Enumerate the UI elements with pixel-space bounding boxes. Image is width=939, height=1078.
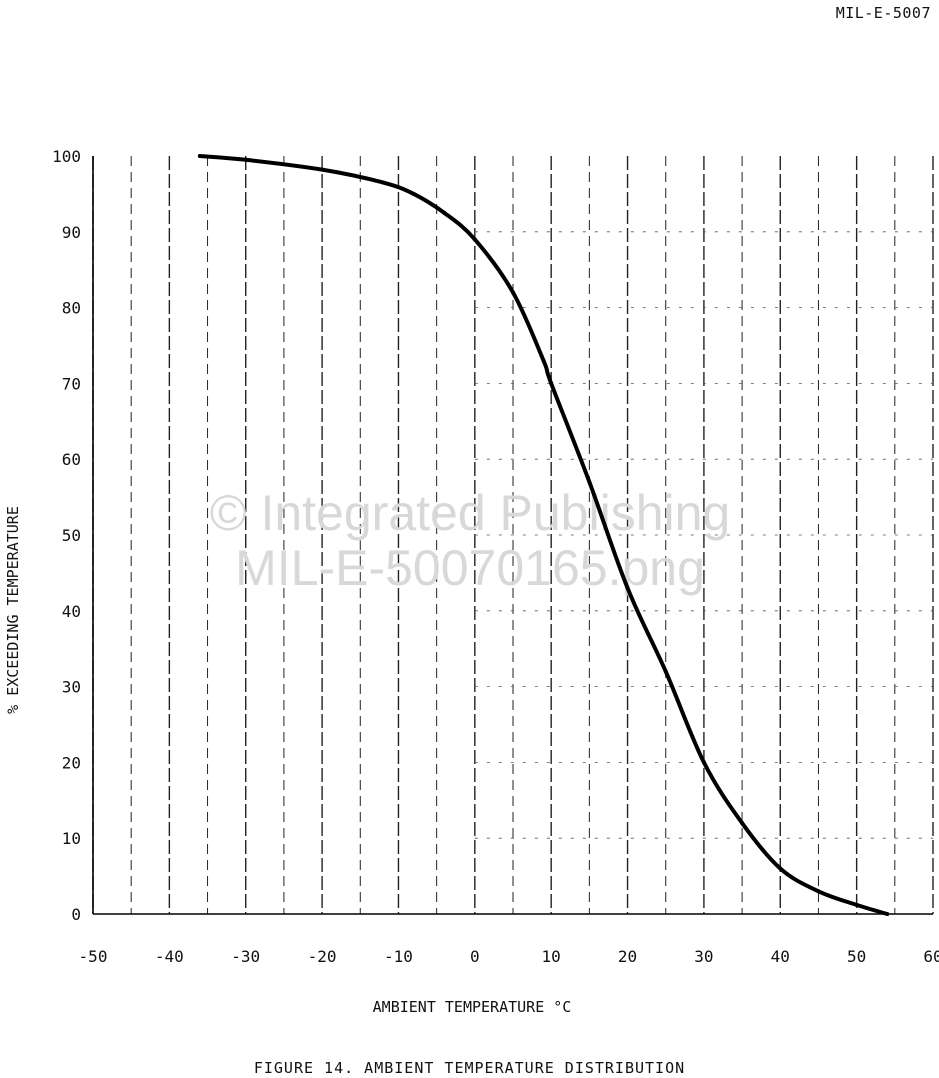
curve-point xyxy=(885,912,890,916)
axes xyxy=(92,156,933,915)
x-tick-label: 50 xyxy=(847,947,866,966)
x-tick-label: 30 xyxy=(694,947,713,966)
grid-lines xyxy=(92,156,934,914)
curve-point xyxy=(740,821,745,826)
y-tick-label: 80 xyxy=(62,299,81,318)
curve-point xyxy=(854,902,859,907)
x-tick-label: -20 xyxy=(308,947,337,966)
curve-point xyxy=(549,381,554,386)
figure-caption: FIGURE 14. AMBIENT TEMPERATURE DISTRIBUT… xyxy=(253,1059,686,1077)
temperature-distribution-chart: © Integrated Publishing MIL-E-50070165.p… xyxy=(4,147,939,1016)
curve-point xyxy=(381,180,386,185)
curve-point xyxy=(243,157,248,162)
document-id: MIL-E-5007 xyxy=(835,4,931,22)
curve-point xyxy=(320,167,325,172)
watermark-line-2: MIL-E-50070165.png xyxy=(235,540,705,596)
x-tick-label: -30 xyxy=(231,947,260,966)
y-axis-title: % EXCEEDING TEMPERATURE xyxy=(4,506,22,714)
curve-point xyxy=(541,358,546,363)
x-axis-title: AMBIENT TEMPERATURE °C xyxy=(373,998,572,1016)
curve-point xyxy=(663,669,668,674)
curve-point xyxy=(197,154,202,158)
y-tick-label: 0 xyxy=(71,905,81,924)
y-tick-label: 50 xyxy=(62,526,81,545)
x-tick-label: 20 xyxy=(618,947,637,966)
y-tick-label: 30 xyxy=(62,678,81,697)
y-tick-label: 60 xyxy=(62,450,81,469)
watermark: © Integrated Publishing MIL-E-50070165.p… xyxy=(210,485,731,596)
x-tick-label: -50 xyxy=(79,947,108,966)
y-tick-label: 20 xyxy=(62,753,81,772)
x-tick-label: 60 xyxy=(923,947,939,966)
curve-point xyxy=(411,191,416,196)
x-tick-label: 0 xyxy=(470,947,480,966)
curve-point xyxy=(778,866,783,871)
curve-point xyxy=(511,290,515,295)
curve-point xyxy=(442,210,447,215)
watermark-line-1: © Integrated Publishing xyxy=(210,485,731,541)
curve-point xyxy=(625,586,630,591)
y-tick-label: 10 xyxy=(62,829,81,848)
curve-point xyxy=(587,479,592,484)
x-tick-label: 40 xyxy=(771,947,790,966)
y-tick-label: 70 xyxy=(62,374,81,393)
curve-point xyxy=(701,760,706,765)
y-tick-label: 90 xyxy=(62,223,81,242)
curve-point xyxy=(816,889,821,894)
y-tick-label: 40 xyxy=(62,602,81,621)
x-tick-label: -10 xyxy=(384,947,413,966)
x-tick-label: -40 xyxy=(155,947,184,966)
x-tick-label: 10 xyxy=(542,947,561,966)
y-tick-label: 100 xyxy=(52,147,81,166)
curve-points xyxy=(197,154,890,916)
tick-labels: -50 -40 -30 -20 -10 0 10 20 30 40 50 60 0 10 20 30 40 50 6… xyxy=(52,147,939,966)
curve-point xyxy=(472,237,477,242)
